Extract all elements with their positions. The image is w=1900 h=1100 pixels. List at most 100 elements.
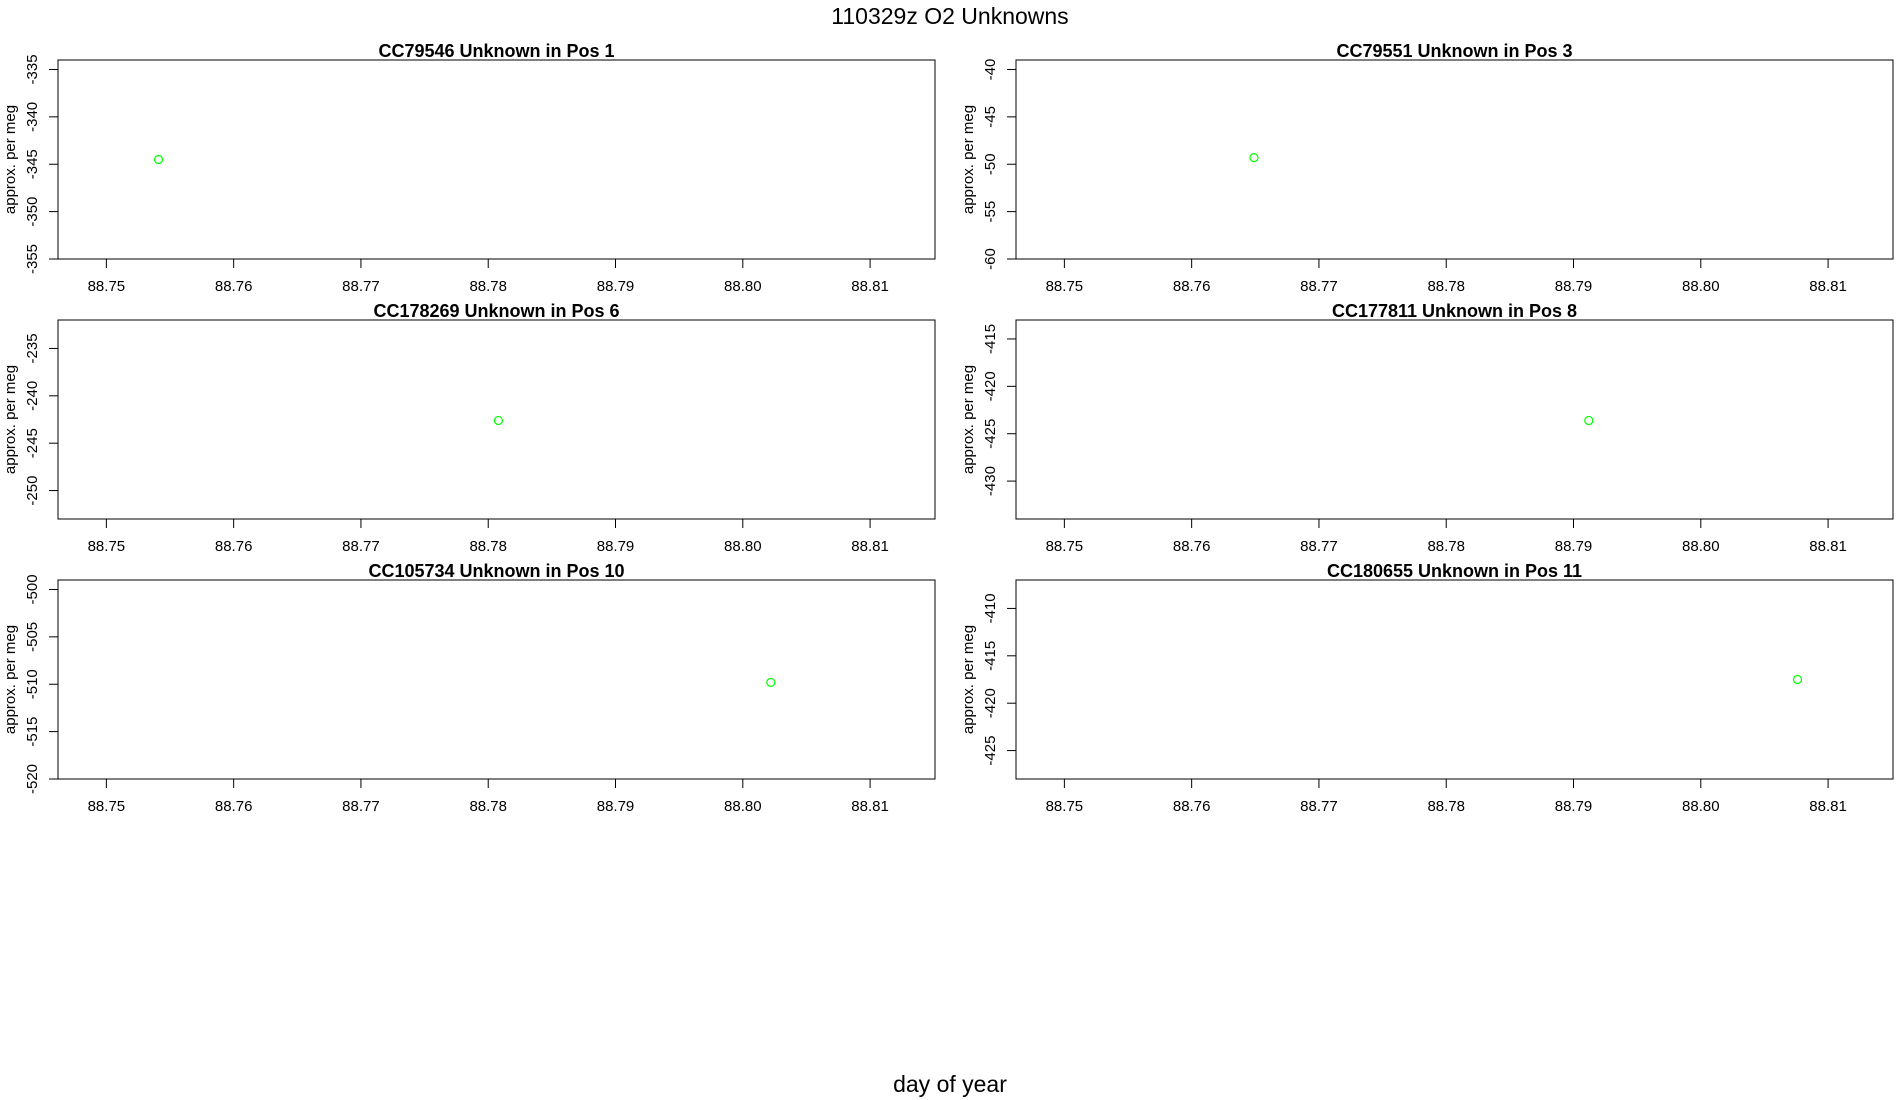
x-tick-label: 88.79 [1555,798,1593,815]
x-tick-label: 88.76 [215,278,253,295]
x-tick-label: 88.79 [597,278,635,295]
x-tick-label: 88.81 [1809,798,1847,815]
y-tick-label: -505 [24,622,41,652]
y-tick-label: -500 [24,574,41,604]
x-tick-label: 88.77 [342,538,380,555]
y-tick-label: -425 [982,736,999,766]
y-axis-label: approx. per meg [2,105,19,214]
y-tick-label: -50 [982,153,999,175]
x-tick-label: 88.81 [851,798,889,815]
panel-1: CC79546 Unknown in Pos 1 88.75 88.76 88.77 8… [2,41,936,295]
y-tick-label: -45 [982,106,999,128]
panel-title: CC177811 Unknown in Pos 8 [1332,301,1577,321]
figure-title: 110329z O2 Unknowns [831,3,1069,29]
x-tick-label: 88.78 [1427,538,1465,555]
y-tick-label: -355 [24,244,41,274]
y-tick-label: -60 [982,248,999,270]
y-tick-label: -345 [24,149,41,179]
y-tick-label: -245 [24,428,41,458]
x-tick-label: 88.79 [597,798,635,815]
x-tick-label: 88.75 [88,798,126,815]
y-tick-label: -235 [24,333,41,363]
x-tick-label: 88.80 [724,278,762,295]
y-tick-label: -510 [24,669,41,699]
data-point[interactable] [1584,415,1594,426]
plot-frame [57,579,936,780]
x-tick-label: 88.77 [342,278,380,295]
x-tick-label: 88.79 [1555,278,1593,295]
x-tick-label: 88.79 [597,538,635,555]
x-tick-label: 88.80 [724,538,762,555]
x-tick-label: 88.80 [1682,798,1720,815]
y-tick-label: -40 [982,59,999,81]
x-tick-label: 88.78 [1427,278,1465,295]
panel-5: CC105734 Unknown in Pos 10 88.75 88.76 88.7… [2,561,936,815]
y-tick-label: -240 [24,381,41,411]
data-point[interactable] [1792,674,1803,685]
panel-title: CC79546 Unknown in Pos 1 [378,41,614,61]
x-tick-label: 88.75 [88,278,126,295]
x-tick-label: 88.75 [1046,538,1084,555]
x-tick-label: 88.76 [1173,798,1211,815]
x-tick-label: 88.80 [1682,278,1720,295]
y-tick-label: -350 [24,197,41,227]
y-tick-label: -515 [24,717,41,747]
x-tick-label: 88.81 [851,538,889,555]
y-axis-label: approx. per meg [2,365,19,474]
panel-6: CC180655 Unknown in Pos 11 88.75 88.76 88.7… [960,561,1894,815]
plot-frame [1015,579,1894,780]
y-tick-label: -340 [24,102,41,132]
panel-title: CC180655 Unknown in Pos 11 [1327,561,1582,581]
panel-title: CC178269 Unknown in Pos 6 [373,301,619,321]
x-tick-label: 88.77 [1300,798,1338,815]
y-tick-label: -250 [24,476,41,506]
x-tick-label: 88.80 [1682,538,1720,555]
x-tick-label: 88.79 [1555,538,1593,555]
y-tick-label: -420 [982,688,999,718]
y-axis-label: approx. per meg [2,625,19,734]
x-tick-label: 88.77 [1300,538,1338,555]
x-tick-label: 88.76 [1173,538,1211,555]
x-tick-label: 88.81 [1809,538,1847,555]
y-tick-label: -415 [982,641,999,671]
plot-frame [1015,59,1894,260]
x-tick-label: 88.77 [1300,278,1338,295]
y-tick-label: -425 [982,419,999,449]
x-tick-label: 88.78 [469,278,507,295]
y-tick-label: -335 [24,54,41,84]
plot-frame [1015,319,1894,520]
x-tick-label: 88.80 [724,798,762,815]
y-axis-label: approx. per meg [960,625,977,734]
panel-title: CC79551 Unknown in Pos 3 [1336,41,1572,61]
panel-3: CC178269 Unknown in Pos 6 88.75 88.76 88.77… [2,301,936,555]
y-tick-label: -55 [982,201,999,223]
data-point[interactable] [1249,153,1259,163]
x-tick-label: 88.78 [469,538,507,555]
x-tick-label: 88.76 [1173,278,1211,295]
plot-frame [57,319,936,520]
y-tick-label: -520 [24,764,41,794]
x-axis-label: day of year [893,1071,1007,1097]
x-tick-label: 88.76 [215,538,253,555]
panel-4: CC177811 Unknown in Pos 8 88.75 88.76 88.77… [960,301,1894,555]
panel-2: CC79551 Unknown in Pos 3 88.75 88.76 88.77 8… [960,41,1894,295]
x-tick-label: 88.76 [215,798,253,815]
x-tick-label: 88.77 [342,798,380,815]
data-point[interactable] [153,154,164,165]
x-tick-label: 88.75 [1046,278,1084,295]
x-tick-label: 88.78 [469,798,507,815]
data-point[interactable] [493,415,504,426]
y-axis-label: approx. per meg [960,105,977,214]
x-tick-label: 88.81 [1809,278,1847,295]
x-tick-label: 88.75 [88,538,126,555]
y-axis-label: approx. per meg [960,365,977,474]
x-tick-label: 88.81 [851,278,889,295]
y-tick-label: -420 [982,371,999,401]
data-point[interactable] [766,677,776,687]
x-tick-label: 88.78 [1427,798,1465,815]
panel-title: CC105734 Unknown in Pos 10 [368,561,624,581]
plot-frame [57,59,936,260]
y-tick-label: -415 [982,324,999,354]
y-tick-label: -410 [982,593,999,623]
